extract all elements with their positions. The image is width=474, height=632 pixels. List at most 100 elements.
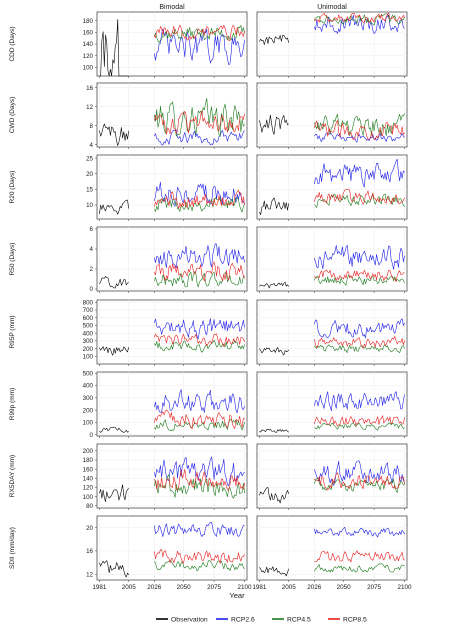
series-line-rcp85 [314, 269, 405, 283]
panel-unimodal [256, 299, 408, 366]
y-tick-label: 600 [83, 315, 94, 322]
series-line-obs [99, 426, 129, 433]
x-tick-label: 2026 [147, 584, 162, 591]
panel-frame [96, 299, 248, 365]
series-line-obs [99, 346, 130, 356]
series-line-rcp26 [154, 129, 245, 146]
y-tick-label: 16 [86, 85, 93, 92]
x-tick-label: 2050 [177, 584, 192, 591]
panel-bimodal [96, 226, 248, 293]
y-tick-label: 140 [83, 475, 94, 482]
series-line-obs [99, 19, 129, 77]
y-tick-label: 180 [83, 18, 94, 25]
panel-frame [96, 515, 248, 581]
panel-frame [256, 515, 408, 581]
x-tick-label: 1981 [92, 584, 107, 591]
y-tick-label: 500 [83, 370, 94, 377]
y-tick-label: 140 [83, 41, 94, 48]
facet-header-bimodal: Bimodal [159, 4, 185, 11]
series-line-rcp26 [154, 522, 245, 537]
series-line-rcp85 [314, 415, 405, 427]
series-line-obs [99, 560, 129, 578]
panel-bimodal [96, 443, 248, 510]
y-tick-label: 10 [86, 202, 93, 209]
y-tick-label: 12 [86, 571, 93, 578]
panel-unimodal [256, 515, 408, 582]
series-line-rcp85 [154, 333, 245, 347]
x-tick-label: 2100 [398, 584, 413, 591]
panel-ylabel: R99p (mm) [9, 388, 16, 421]
series-line-rcp45 [314, 275, 405, 286]
y-tick-label: 120 [83, 53, 94, 60]
y-tick-label: 80 [86, 503, 93, 510]
y-tick-label: 15 [86, 187, 93, 194]
panel-frame [256, 443, 408, 509]
series-line-rcp26 [314, 14, 405, 34]
y-tick-label: 120 [83, 485, 94, 492]
series-line-rcp85 [154, 190, 245, 209]
panel-frame [96, 154, 248, 220]
series-line-obs [259, 281, 289, 289]
series-line-rcp45 [154, 418, 245, 432]
panel-ylabel: RX5DAY (mm) [9, 455, 16, 497]
y-tick-label: 300 [83, 338, 94, 345]
y-tick-label: 200 [83, 346, 94, 353]
series-line-rcp26 [314, 318, 405, 339]
series-line-rcp45 [314, 344, 405, 354]
series-line-rcp26 [314, 526, 405, 538]
legend: Observation RCP2.6 RCP4.5 RCP8.5 [156, 616, 367, 623]
x-tick-label: 2005 [122, 584, 137, 591]
y-tick-label: 100 [83, 420, 94, 427]
series-line-obs [259, 197, 290, 215]
y-tick-label: 12 [86, 104, 93, 111]
y-tick-label: 800 [83, 300, 94, 307]
series-line-rcp85 [154, 549, 245, 564]
series-line-rcp85 [314, 550, 405, 563]
panel-frame [256, 154, 408, 220]
y-tick-label: 300 [83, 395, 94, 402]
series-line-rcp45 [314, 13, 405, 26]
x-tick-label: 2050 [337, 584, 352, 591]
panel-ylabel: R50 (Days) [9, 243, 16, 276]
series-line-rcp26 [154, 243, 245, 269]
panel-unimodal [256, 371, 408, 438]
series-line-rcp45 [314, 193, 405, 208]
y-tick-label: 100 [83, 64, 94, 71]
panel-ylabel: R95P (mm) [9, 315, 16, 348]
series-line-rcp45 [154, 98, 245, 137]
panel-ylabel: CWD (Days) [9, 97, 16, 133]
series-line-rcp85 [154, 409, 245, 430]
x-tick-label: 2075 [207, 584, 222, 591]
x-tick-label: 2005 [282, 584, 297, 591]
y-tick-label: 0 [90, 286, 94, 293]
legend-label: Observation [171, 616, 208, 623]
y-tick-label: 400 [83, 383, 94, 390]
series-line-obs [99, 123, 130, 146]
series-line-obs [259, 34, 290, 45]
series-line-rcp45 [154, 339, 245, 353]
legend-label: RCP4.5 [287, 616, 311, 623]
panel-unimodal [256, 226, 408, 293]
panel-frame [96, 82, 248, 148]
series-line-rcp45 [314, 563, 405, 573]
series-line-rcp85 [314, 336, 405, 349]
y-tick-label: 20 [86, 171, 93, 178]
series-line-rcp85 [154, 24, 245, 41]
panel-bimodal [96, 371, 248, 438]
panel-frame [96, 371, 248, 437]
series-line-obs [99, 276, 129, 289]
series-line-rcp26 [154, 28, 245, 65]
series-line-obs [99, 484, 129, 502]
series-line-obs [259, 566, 289, 577]
facet-header-unimodal: Unimodal [317, 4, 347, 11]
y-tick-label: 0 [90, 432, 94, 439]
panel-bimodal [96, 154, 248, 221]
series-line-rcp26 [314, 132, 405, 143]
series-line-rcp26 [314, 460, 405, 486]
x-tick-label: 2026 [307, 584, 322, 591]
series-line-rcp45 [154, 559, 245, 572]
y-tick-label: 2 [90, 266, 94, 273]
x-axis-title: Year [229, 591, 245, 600]
panel-bimodal [96, 299, 248, 366]
